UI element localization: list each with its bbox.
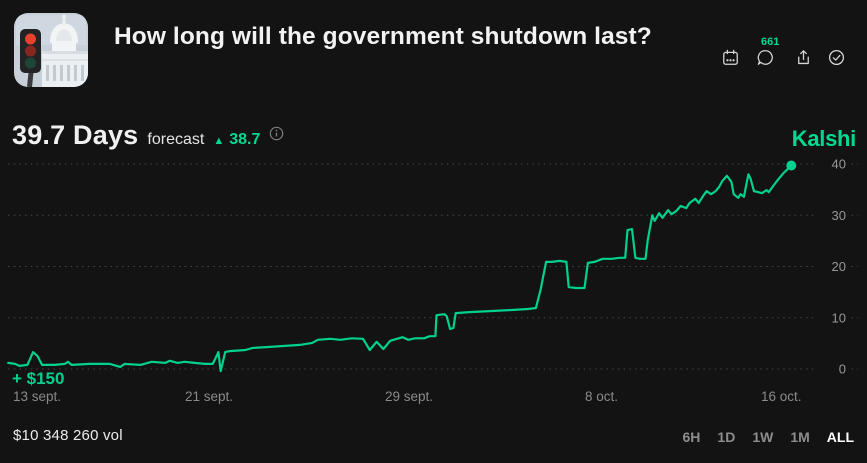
x-tick-label: 16 oct. xyxy=(761,389,802,404)
market-title: How long will the government shutdown la… xyxy=(114,23,652,50)
y-tick-bg xyxy=(814,207,850,224)
volume-label: $10 348 260 vol xyxy=(13,427,123,444)
x-tick-label: 29 sept. xyxy=(385,389,433,404)
y-tick-bg xyxy=(814,361,850,377)
info-icon[interactable] xyxy=(269,126,284,146)
y-tick-label: 30 xyxy=(832,208,846,223)
range-1w[interactable]: 1W xyxy=(752,429,774,445)
verified-check-icon[interactable] xyxy=(827,48,846,67)
comment-count-badge: 661 xyxy=(761,36,780,48)
range-1d[interactable]: 1D xyxy=(717,429,736,445)
y-tick-bg xyxy=(814,156,850,172)
y-tick-label: 10 xyxy=(832,310,846,325)
x-tick-label: 13 sept. xyxy=(13,389,61,404)
y-tick-bg xyxy=(814,258,850,275)
comments-icon[interactable] xyxy=(756,48,775,67)
x-tick-label: 8 oct. xyxy=(585,389,618,404)
forecast-change-value: 38.7 xyxy=(229,131,261,148)
y-tick-label: 40 xyxy=(832,157,846,172)
range-all[interactable]: ALL xyxy=(826,429,854,445)
range-selector: 6H 1D 1W 1M ALL xyxy=(683,429,854,445)
y-tick-bg xyxy=(814,309,850,326)
range-1m[interactable]: 1M xyxy=(790,429,810,445)
capitol-traffic-light-image xyxy=(14,13,88,87)
x-tick-label: 21 sept. xyxy=(185,389,233,404)
price-line xyxy=(7,164,793,373)
forecast-label: forecast xyxy=(147,131,205,148)
share-icon[interactable] xyxy=(794,48,813,67)
forecast-row: 39.7 Days forecast ▲ 38.7 xyxy=(12,120,284,151)
forecast-change: ▲ 38.7 xyxy=(213,131,260,149)
kalshi-logo: Kalshi xyxy=(791,126,857,151)
gain-badge: + $150 xyxy=(12,369,65,388)
calendar-icon[interactable] xyxy=(721,48,740,67)
market-thumbnail xyxy=(14,13,88,87)
y-tick-label: 20 xyxy=(832,259,846,274)
range-6h[interactable]: 6H xyxy=(682,429,701,445)
y-tick-label: 0 xyxy=(839,362,846,377)
up-triangle-icon: ▲ xyxy=(213,135,225,147)
forecast-value: 39.7 Days xyxy=(12,120,139,150)
last-price-dot xyxy=(786,160,797,171)
